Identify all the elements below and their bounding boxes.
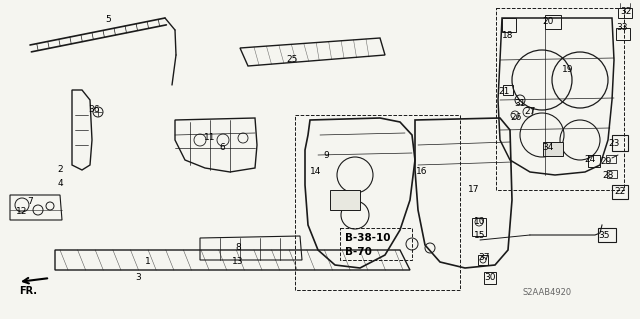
Text: 11: 11 [204,133,216,143]
Text: 8: 8 [235,243,241,253]
Text: 10: 10 [474,218,486,226]
Text: 33: 33 [616,24,628,33]
Text: 32: 32 [620,8,632,17]
Text: 27: 27 [524,108,536,116]
Text: 18: 18 [502,31,514,40]
Text: S2AAB4920: S2AAB4920 [522,288,572,297]
Text: 4: 4 [57,179,63,188]
Bar [612,185,628,199]
Text: 13: 13 [232,257,244,266]
Text: 9: 9 [323,152,329,160]
Text: 3: 3 [135,272,141,281]
Bar [330,190,360,210]
Bar [503,85,513,95]
Bar [606,155,616,163]
Bar [545,15,561,29]
Text: 31: 31 [515,100,525,108]
Text: 15: 15 [474,231,486,240]
Text: 2: 2 [57,166,63,174]
Bar [598,228,616,242]
Text: 29: 29 [600,158,612,167]
Bar [478,255,488,265]
Bar [496,8,624,190]
Bar [607,170,617,178]
Text: 16: 16 [416,167,428,176]
Text: B-38-10: B-38-10 [345,233,390,243]
Text: 12: 12 [16,207,28,217]
Bar [612,135,628,151]
Text: 25: 25 [286,56,298,64]
Text: 7: 7 [27,197,33,206]
Text: 6: 6 [219,144,225,152]
Bar [616,28,630,40]
Bar [340,228,412,260]
Text: 37: 37 [478,254,490,263]
Text: 23: 23 [608,139,620,149]
Text: B-70: B-70 [345,247,372,257]
Text: 28: 28 [602,172,614,181]
Text: 26: 26 [510,114,522,122]
Bar [484,272,496,284]
Text: 21: 21 [499,87,509,97]
Bar [295,115,460,290]
Text: 19: 19 [563,65,573,75]
Bar [588,155,600,167]
Text: 35: 35 [598,231,610,240]
Bar [618,8,632,18]
Text: 30: 30 [484,273,496,283]
Text: FR.: FR. [19,286,37,296]
Text: 24: 24 [584,155,596,165]
Text: 17: 17 [468,186,480,195]
Text: 14: 14 [310,167,322,176]
Text: 1: 1 [145,257,151,266]
Bar [543,142,563,156]
Text: 36: 36 [88,106,100,115]
Bar [502,18,516,32]
Bar [472,218,486,236]
Text: 5: 5 [105,16,111,25]
Text: 22: 22 [614,188,626,197]
Text: 20: 20 [542,18,554,26]
Text: 34: 34 [542,144,554,152]
